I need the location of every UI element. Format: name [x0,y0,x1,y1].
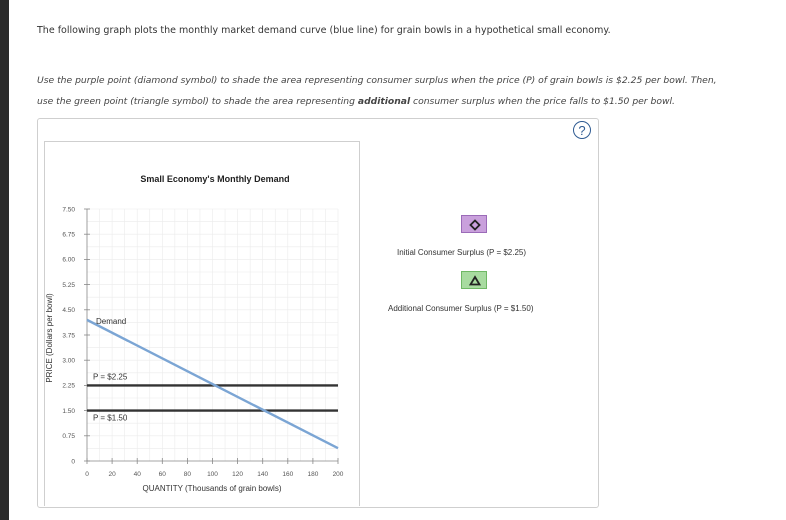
y-tick-label: 0 [71,458,75,465]
diamond-icon [469,219,481,231]
legend-swatch-initial-cs[interactable] [461,215,487,233]
y-axis-title: PRICE (Dollars per bowl) [45,293,54,383]
instructions: Use the purple point (diamond symbol) to… [37,70,767,112]
y-tick-label: 0.75 [62,433,75,440]
demand-line [86,318,339,450]
x-tick-label: 200 [333,471,344,478]
axes: 0 20 40 60 80 100 120 140 160 180 200 0 0.75 1.50 2.25… [62,206,343,478]
x-tick-label: 20 [108,471,116,478]
instructions-line-2-end: consumer surplus when the price falls to… [410,96,675,107]
y-tick-label: 3.00 [62,358,75,365]
x-tick-label: 100 [207,471,218,478]
x-tick-label: 40 [134,471,142,478]
x-axis-title: QUANTITY (Thousands of grain bowls) [142,484,281,493]
intro-text: The following graph plots the monthly ma… [37,25,611,36]
chart-title: Small Economy's Monthly Demand [140,174,289,184]
y-tick-label: 6.75 [62,232,75,239]
y-tick-label: 6.00 [62,257,75,264]
triangle-icon [468,275,482,286]
y-tick-label: 2.25 [62,383,75,390]
y-tick-label: 7.50 [62,206,75,213]
legend-label-initial-cs: Initial Consumer Surplus (P = $2.25) [397,248,527,257]
y-tick-label: 3.75 [62,332,75,339]
legend-swatch-additional-cs[interactable] [461,271,487,289]
x-tick-label: 180 [307,471,318,478]
price-line-label: P = $1.50 [93,414,128,423]
instructions-line-1: Use the purple point (diamond symbol) to… [37,75,717,86]
legend-label-additional-cs: Additional Consumer Surplus (P = $1.50) [388,304,534,313]
x-tick-label: 140 [257,471,268,478]
y-tick-label: 4.50 [62,307,75,314]
y-tick-label: 5.25 [62,282,75,289]
x-tick-label: 120 [232,471,243,478]
x-tick-label: 80 [184,471,192,478]
price-line-label: P = $2.25 [93,372,128,381]
demand-label: Demand [96,317,126,326]
y-tick-label: 1.50 [62,408,75,415]
left-edge-bar [0,0,9,520]
instructions-emphasis: additional [357,96,411,107]
x-tick-label: 60 [159,471,167,478]
x-tick-label: 0 [85,471,89,478]
instructions-line-2: use the green point (triangle symbol) to… [37,91,767,112]
grid [87,208,339,461]
help-icon[interactable]: ? [573,121,591,139]
instructions-line-2-start: use the green point (triangle symbol) to… [37,96,358,107]
demand-series: Demand [86,317,339,450]
x-tick-label: 160 [282,471,293,478]
